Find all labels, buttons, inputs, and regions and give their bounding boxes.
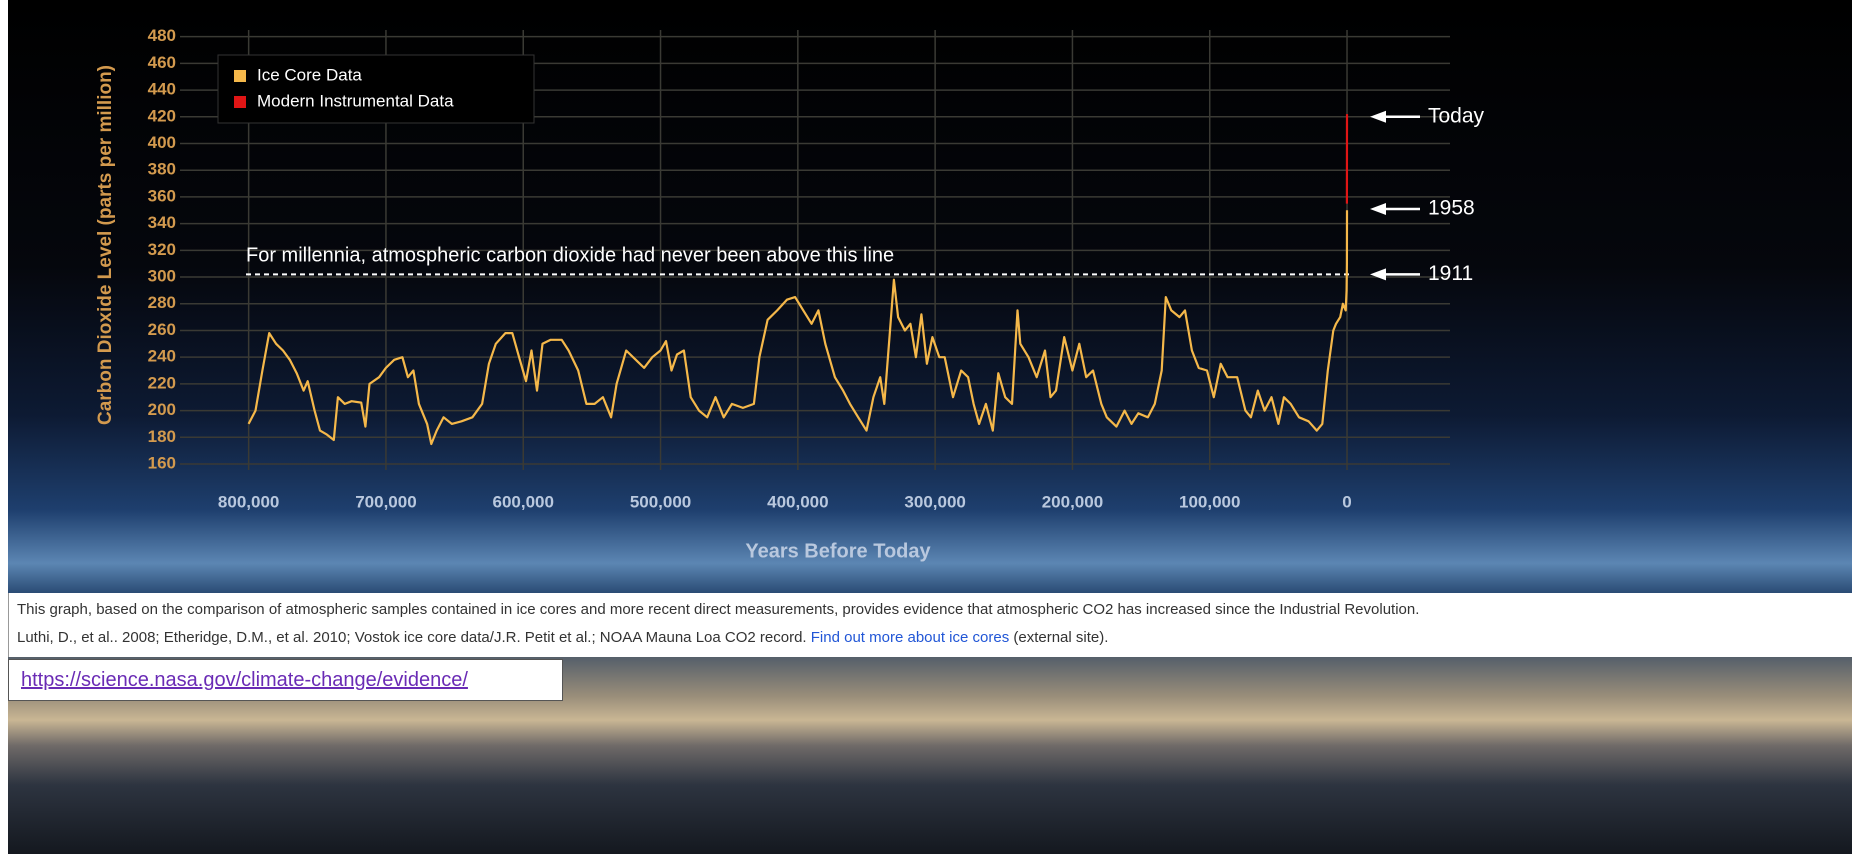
annotation-label: Today (1428, 104, 1485, 127)
arrow-head (1370, 110, 1386, 123)
x-tick-label: 500,000 (630, 492, 691, 511)
y-tick-label: 380 (148, 160, 176, 179)
source-box: https://science.nasa.gov/climate-change/… (8, 659, 563, 701)
caption-line: This graph, based on the comparison of a… (17, 601, 1420, 618)
annotation-label: 1958 (1428, 196, 1475, 219)
y-tick-label: 360 (148, 186, 176, 205)
data-line (247, 210, 1349, 446)
caption-text: Luthi, D., et al.. 2008; Etheridge, D.M.… (17, 629, 807, 646)
threshold-label: For millennia, atmospheric carbon dioxid… (246, 245, 894, 267)
legend-label: Ice Core Data (257, 65, 362, 84)
annotation-label: 1911 (1428, 262, 1473, 285)
y-tick-label: 340 (148, 213, 176, 232)
caption-link[interactable]: Find out more about ice cores (810, 629, 1010, 646)
caption-text: (external site). (1013, 629, 1109, 646)
y-tick-label: 200 (148, 400, 176, 419)
y-tick-label: 160 (148, 453, 176, 472)
x-tick-label: 300,000 (904, 492, 965, 511)
arrow-head (1370, 202, 1386, 215)
y-tick-label: 480 (148, 26, 176, 45)
chart: Years Before Today Carbon Dioxide Level … (95, 26, 1485, 562)
x-tick-label: 200,000 (1042, 492, 1103, 511)
legend-swatch (234, 96, 246, 108)
x-tick-label: 100,000 (1179, 492, 1240, 511)
y-tick-label: 420 (148, 106, 176, 125)
chart-panel: Years Before Today Carbon Dioxide Level … (8, 0, 1852, 593)
y-tick-label: 240 (148, 347, 176, 366)
y-tick-label: 180 (148, 427, 176, 446)
y-tick-label: 300 (148, 267, 176, 286)
caption-line: Luthi, D., et al.. 2008; Etheridge, D.M.… (17, 629, 1108, 646)
x-tick-label: 600,000 (493, 492, 554, 511)
y-tick-label: 220 (148, 373, 176, 392)
x-tick-label: 400,000 (767, 492, 828, 511)
x-axis-label: Years Before Today (745, 540, 931, 562)
legend-label: Modern Instrumental Data (257, 91, 454, 110)
caption: This graph, based on the comparison of a… (8, 593, 1852, 657)
y-tick-label: 440 (148, 80, 176, 99)
legend-swatch (234, 70, 246, 82)
x-tick-label: 700,000 (355, 492, 416, 511)
legend-box (217, 54, 535, 124)
x-tick-label: 0 (1342, 492, 1351, 511)
y-tick-label: 460 (148, 53, 176, 72)
y-axis-label: Carbon Dioxide Level (parts per million) (95, 65, 116, 425)
y-tick-label: 280 (148, 293, 176, 312)
source-link[interactable]: https://science.nasa.gov/climate-change/… (21, 669, 468, 691)
arrow-head (1370, 268, 1386, 281)
x-tick-label: 800,000 (218, 492, 279, 511)
y-tick-label: 260 (148, 320, 176, 339)
y-tick-label: 400 (148, 133, 176, 152)
y-tick-label: 320 (148, 240, 176, 259)
